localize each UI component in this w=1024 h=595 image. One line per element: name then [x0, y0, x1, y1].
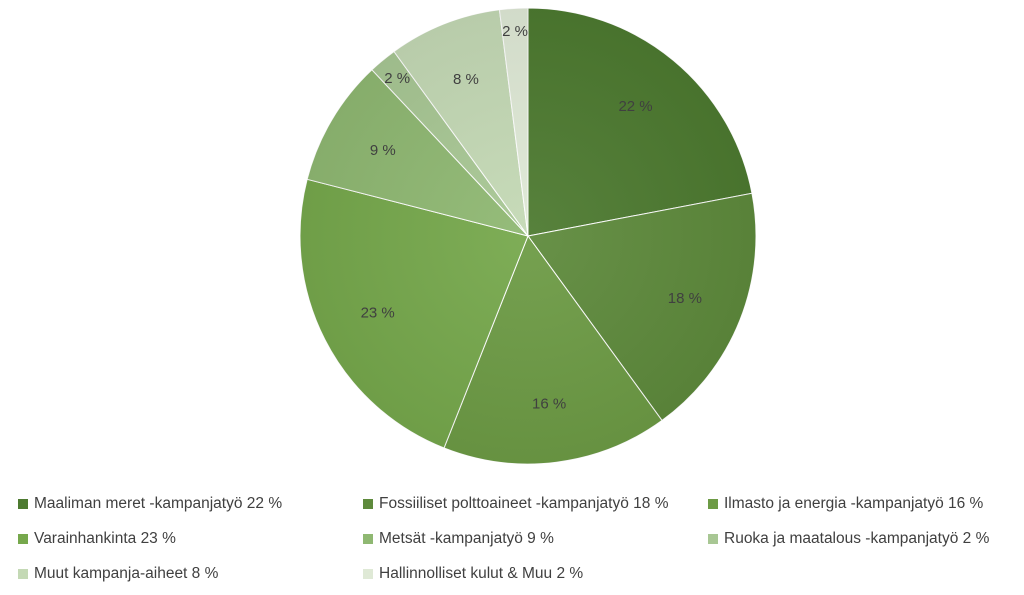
pie-chart: 22 % 18 % 16 % 23 % 9 % 2 % 8 % 2 % [299, 7, 757, 465]
legend-item-5: Metsät -kampanjatyö 9 % [363, 530, 554, 548]
pie-data-label-5: 9 % [370, 142, 396, 159]
legend: Maaliman meret -kampanjatyö 22 % Fossiili… [0, 488, 1024, 593]
legend-item-1: Maaliman meret -kampanjatyö 22 % [18, 495, 282, 513]
pie-data-label-8: 2 % [502, 23, 528, 40]
legend-swatch [18, 569, 28, 579]
legend-swatch [363, 569, 373, 579]
legend-item-2: Fossiiliset polttoaineet -kampanjatyö 18… [363, 495, 668, 513]
legend-label: Metsät -kampanjatyö 9 % [379, 530, 554, 547]
pie-data-label-1: 22 % [618, 98, 652, 115]
legend-item-7: Muut kampanja-aiheet 8 % [18, 565, 218, 583]
pie-slices [299, 7, 757, 465]
legend-label: Fossiiliset polttoaineet -kampanjatyö 18… [379, 495, 669, 512]
legend-label: Hallinnolliset kulut & Muu 2 % [379, 565, 584, 582]
legend-swatch [18, 499, 28, 509]
pie-data-label-3: 16 % [532, 395, 566, 412]
legend-label: Maaliman meret -kampanjatyö 22 % [34, 495, 283, 512]
legend-item-4: Varainhankinta 23 % [18, 530, 176, 548]
pie-data-label-2: 18 % [668, 290, 702, 307]
pie-data-label-4: 23 % [361, 305, 395, 322]
pie-data-label-7: 8 % [453, 71, 479, 88]
legend-swatch [18, 534, 28, 544]
legend-item-6: Ruoka ja maatalous -kampanjatyö 2 % [708, 530, 989, 548]
legend-label: Ilmasto ja energia -kampanjatyö 16 % [724, 495, 984, 512]
legend-swatch [363, 534, 373, 544]
pie-data-label-6: 2 % [384, 70, 410, 87]
legend-label: Muut kampanja-aiheet 8 % [34, 565, 219, 582]
legend-label: Ruoka ja maatalous -kampanjatyö 2 % [724, 530, 990, 547]
legend-swatch [708, 499, 718, 509]
legend-swatch [708, 534, 718, 544]
legend-label: Varainhankinta 23 % [34, 530, 176, 547]
legend-item-3: Ilmasto ja energia -kampanjatyö 16 % [708, 495, 983, 513]
legend-item-8: Hallinnolliset kulut & Muu 2 % [363, 565, 583, 583]
legend-swatch [363, 499, 373, 509]
pie-data-labels: 22 % 18 % 16 % 23 % 9 % 2 % 8 % 2 % [361, 23, 702, 412]
